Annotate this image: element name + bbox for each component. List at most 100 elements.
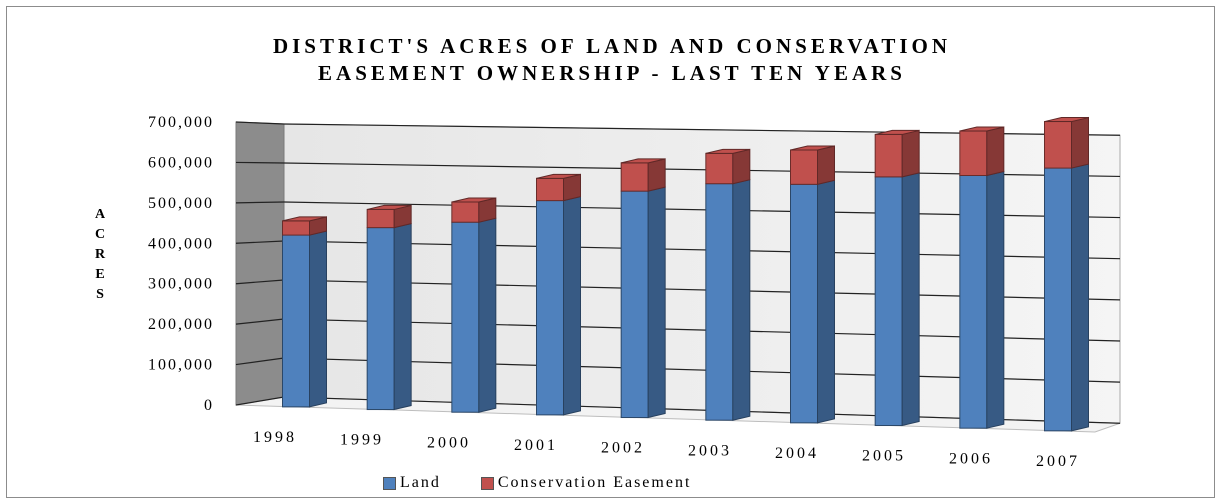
legend-swatch-conservation-easement xyxy=(480,476,494,490)
chart-bars xyxy=(282,116,1089,432)
y-axis-label-letter: E xyxy=(95,267,105,282)
y-axis-ticks: 0 100,000 200,000 300,000 400,000 500,000 600,… xyxy=(148,114,214,414)
bar-side xyxy=(986,126,1005,177)
bar-side xyxy=(817,145,835,185)
bar-front xyxy=(1044,167,1072,432)
bar-front xyxy=(959,130,988,176)
bar-land-2006 xyxy=(959,170,1005,429)
y-tick-label: 200,000 xyxy=(148,316,214,333)
bar-front xyxy=(874,176,903,427)
x-tick-label: 2000 xyxy=(427,434,471,451)
bar-side xyxy=(563,195,581,416)
x-tick-label: 2006 xyxy=(949,450,993,467)
bar-conservation-easement-1999 xyxy=(366,204,412,229)
gridline-side xyxy=(235,279,285,285)
gridline-side xyxy=(235,318,285,325)
bar-conservation-easement-1998 xyxy=(282,216,327,236)
bar-land-2007 xyxy=(1044,163,1089,432)
x-tick-label: 2003 xyxy=(688,442,732,459)
bar-front xyxy=(874,133,903,178)
bar-side xyxy=(986,170,1005,429)
y-axis-label-letter: S xyxy=(96,287,104,302)
bar-top xyxy=(1044,117,1089,123)
bar-land-1999 xyxy=(366,222,412,411)
bar-front xyxy=(536,200,564,416)
bar-front xyxy=(959,174,988,429)
gridline-side xyxy=(235,161,285,164)
bar-conservation-easement-2001 xyxy=(536,173,581,202)
x-axis-ticks: 1998 1999 2000 2001 2002 2003 2004 2005 2006 2007 xyxy=(253,429,1080,470)
legend-label-conservation-easement: Conservation Easement xyxy=(497,474,692,491)
x-tick-label: 2004 xyxy=(775,445,819,462)
bar-side xyxy=(647,186,666,419)
bar-top xyxy=(536,173,581,179)
gridline-side xyxy=(235,201,285,204)
bar-side xyxy=(732,148,751,185)
bar-land-2002 xyxy=(620,186,666,419)
y-tick-label: 700,000 xyxy=(148,114,214,131)
bar-side xyxy=(309,230,327,408)
bar-side xyxy=(817,179,835,424)
y-axis-label-letter: R xyxy=(94,247,106,262)
bar-front xyxy=(790,183,818,424)
legend-label-land: Land xyxy=(400,474,441,491)
x-tick-label: 2005 xyxy=(862,448,906,465)
bar-front xyxy=(366,208,395,229)
bar-side xyxy=(393,222,412,411)
bar-land-1998 xyxy=(282,230,327,408)
chart-title-line-2: EASEMENT OWNERSHIP - LAST TEN YEARS xyxy=(318,61,906,85)
bar-top xyxy=(621,158,666,164)
side-wall xyxy=(235,121,285,406)
x-tick-label: 2001 xyxy=(514,437,558,454)
bar-front xyxy=(1044,121,1072,169)
y-tick-label: 300,000 xyxy=(148,276,214,293)
bar-front xyxy=(705,183,734,421)
gridline-side xyxy=(235,240,285,244)
bar-conservation-easement-2003 xyxy=(705,148,751,185)
bar-front xyxy=(451,221,480,413)
legend-item-conservation-easement: Conservation Easement xyxy=(480,474,692,492)
bar-front xyxy=(451,201,480,223)
bar-top xyxy=(367,204,412,210)
bar-top xyxy=(451,197,496,203)
bar-land-2004 xyxy=(790,179,835,424)
bar-conservation-easement-2000 xyxy=(451,197,497,223)
bar-side xyxy=(732,179,751,421)
bar-side xyxy=(563,173,581,202)
bar-conservation-easement-2002 xyxy=(620,158,666,192)
bar-land-2001 xyxy=(536,195,581,416)
bar-front xyxy=(536,177,564,202)
y-axis-label-letter: C xyxy=(94,227,106,242)
y-tick-label: 0 xyxy=(204,397,214,414)
bar-top xyxy=(959,126,1004,132)
y-tick-label: 400,000 xyxy=(148,235,214,252)
bar-conservation-easement-2007 xyxy=(1044,116,1089,169)
bar-land-2005 xyxy=(874,172,920,427)
x-tick-label: 1998 xyxy=(253,429,297,446)
bar-top xyxy=(875,129,920,135)
bar-front xyxy=(620,190,649,419)
bar-front xyxy=(620,162,649,192)
bar-side xyxy=(647,158,666,192)
bar-side xyxy=(478,217,497,413)
bar-land-2000 xyxy=(451,217,497,413)
bar-top xyxy=(282,216,327,222)
bar-front xyxy=(790,149,818,185)
legend-swatch-land xyxy=(383,476,396,490)
y-axis-label-letter: A xyxy=(94,207,106,222)
x-tick-label: 1999 xyxy=(340,432,384,449)
bar-front xyxy=(366,227,395,411)
y-tick-label: 500,000 xyxy=(148,195,214,212)
gridline-side xyxy=(235,357,285,366)
bar-top xyxy=(790,145,835,151)
bar-front xyxy=(705,152,734,185)
bar-top xyxy=(705,148,750,154)
x-tick-label: 2002 xyxy=(601,440,645,457)
bar-side xyxy=(1071,116,1089,169)
bar-side xyxy=(901,172,920,427)
bar-side xyxy=(901,129,920,178)
gridline-side xyxy=(235,396,285,406)
x-tick-label: 2007 xyxy=(1036,453,1080,470)
bar-conservation-easement-2004 xyxy=(790,145,835,185)
